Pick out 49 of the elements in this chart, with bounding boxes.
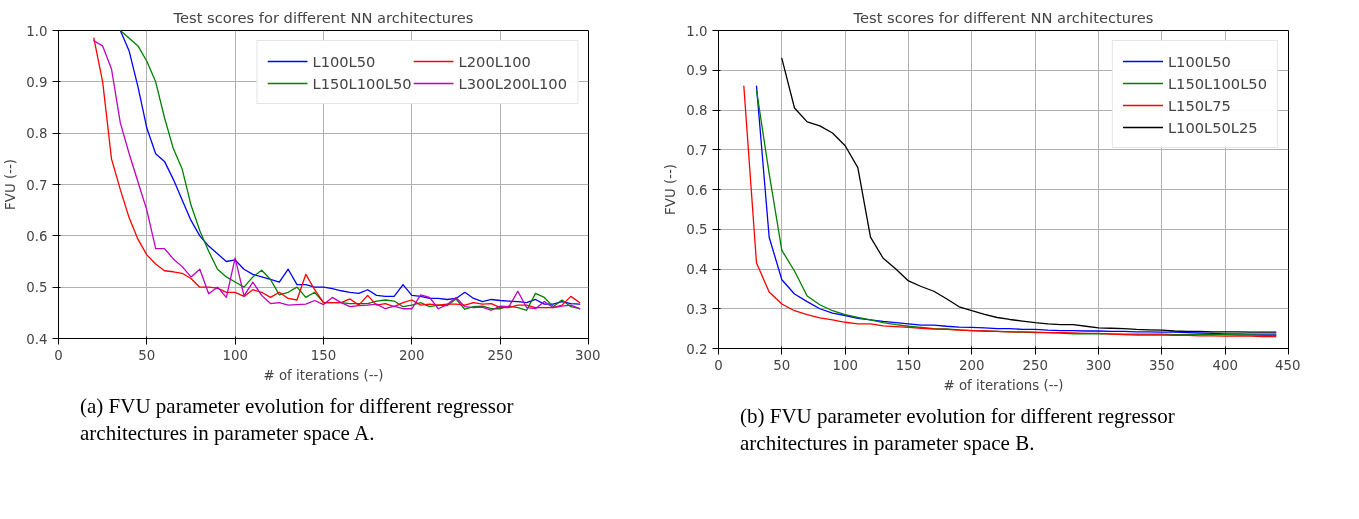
y-tick-label: 0.6 <box>26 228 48 244</box>
x-tick-label: 300 <box>1085 357 1112 373</box>
y-tick-label: 0.7 <box>26 177 48 193</box>
x-axis-title: # of iterations (--) <box>263 367 384 383</box>
y-tick-label: 1.0 <box>26 23 48 39</box>
y-tick-label: 0.5 <box>686 222 708 238</box>
x-tick-label: 250 <box>487 347 513 363</box>
legend-label: L100L50L25 <box>1167 118 1258 136</box>
x-tick-label: 200 <box>399 347 425 363</box>
legend-label: L100L50 <box>312 52 376 70</box>
y-tick-label: 1.0 <box>686 23 708 39</box>
x-tick-label: 100 <box>222 347 248 363</box>
y-tick-label: 0.3 <box>686 301 708 317</box>
y-tick-label: 0.2 <box>686 341 708 357</box>
x-axis-title: # of iterations (--) <box>943 377 1064 393</box>
y-tick-label: 0.8 <box>686 103 708 118</box>
text: (b) FVU parameter evolution for different regressor architectures in parameter space B. <box>740 403 1176 458</box>
y-axis-title: FVU (--) <box>3 159 19 210</box>
legend-label: L300L200L100 <box>458 74 567 92</box>
x-tick-label: 450 <box>1275 357 1301 373</box>
text: (a) FVU parameter evolution for different regressor architectures in parameter space A. <box>80 393 515 448</box>
x-tick-label: 250 <box>1022 357 1048 373</box>
legend-label: L100L50 <box>1167 52 1231 70</box>
y-tick-label: 0.5 <box>26 280 48 296</box>
chart-title: Test scores for different NN architectures <box>852 8 1154 26</box>
legend-label: L150L100L50 <box>312 74 412 92</box>
x-tick-label: 0 <box>714 357 723 373</box>
x-tick-label: 150 <box>895 357 922 373</box>
legend-label: L150L100L50 <box>1167 74 1267 92</box>
y-tick-label: 0.8 <box>26 126 48 142</box>
x-tick-label: 100 <box>832 357 858 373</box>
y-tick-label: 0.6 <box>686 182 708 198</box>
x-tick-label: 50 <box>138 347 156 363</box>
legend-label: L150L75 <box>1167 96 1231 114</box>
x-tick-label: 350 <box>1149 357 1175 373</box>
x-tick-label: 150 <box>310 347 337 363</box>
y-tick-label: 0.7 <box>686 142 708 158</box>
x-tick-label: 300 <box>575 347 601 363</box>
x-tick-label: 50 <box>773 357 791 373</box>
chart-title: Test scores for different NN architectures <box>172 8 474 26</box>
x-tick-label: 200 <box>959 357 985 373</box>
legend-label: L200L100 <box>458 52 531 70</box>
y-tick-label: 0.9 <box>26 74 48 90</box>
y-tick-label: 0.4 <box>26 331 48 347</box>
y-tick-label: 0.4 <box>686 262 708 277</box>
x-tick-label: 0 <box>54 347 63 363</box>
x-tick-label: 400 <box>1212 357 1238 373</box>
y-axis-title: FVU (--) <box>663 164 679 215</box>
y-tick-label: 0.9 <box>686 63 708 79</box>
